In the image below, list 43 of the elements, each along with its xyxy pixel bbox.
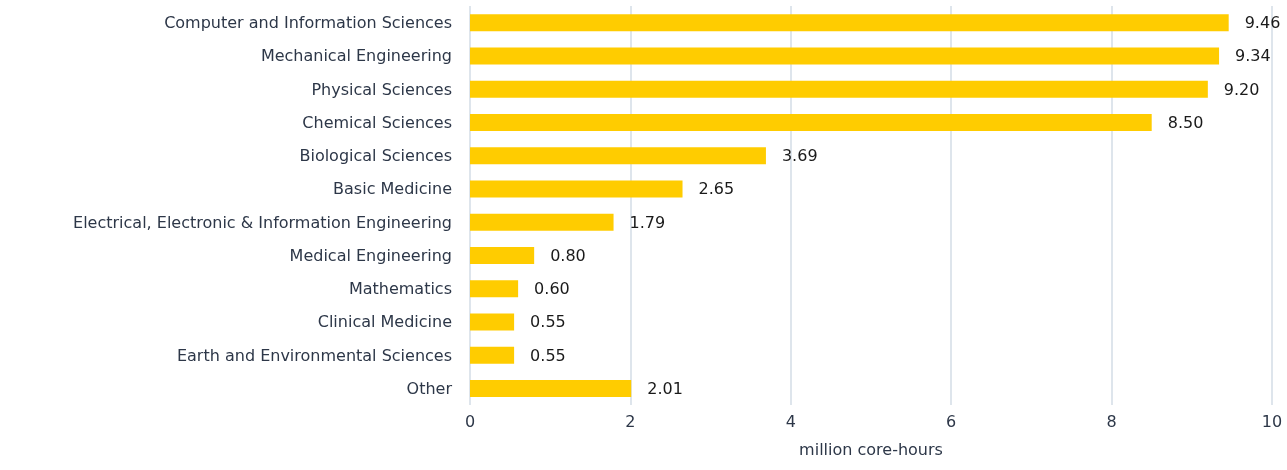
y-tick-label: Clinical Medicine <box>317 312 452 332</box>
bar <box>470 80 1208 98</box>
y-tick-label: Computer and Information Sciences <box>164 13 452 33</box>
data-label: 9.20 <box>1223 79 1260 99</box>
bar <box>470 213 614 231</box>
x-tick-label: 6 <box>946 411 957 431</box>
x-tick-label: 8 <box>1106 411 1117 431</box>
y-tick-label: Basic Medicine <box>333 179 452 199</box>
bar <box>470 313 515 331</box>
data-label: 0.55 <box>530 345 566 365</box>
data-label: 0.55 <box>530 312 566 332</box>
x-tick-label: 0 <box>464 411 476 431</box>
x-axis-title: million core-hours <box>799 439 943 459</box>
data-label: 1.79 <box>629 212 666 232</box>
y-tick-label: Electrical, Electronic & Information Engineering <box>73 212 452 232</box>
bar <box>470 14 1229 32</box>
x-tick-label: 2 <box>625 411 636 431</box>
bar <box>470 113 1152 131</box>
y-tick-label: Other <box>406 378 453 398</box>
y-tick-label: Mathematics <box>348 279 452 299</box>
x-tick-label: 10 <box>1261 411 1283 431</box>
x-tick-label: 4 <box>785 411 796 431</box>
bar <box>470 246 535 264</box>
bar <box>470 147 766 165</box>
data-label: 2.65 <box>698 179 735 199</box>
bar <box>470 346 515 364</box>
y-tick-label: Medical Engineering <box>289 245 452 265</box>
bar <box>470 379 632 397</box>
data-label: 0.80 <box>550 245 586 265</box>
bar <box>470 47 1220 65</box>
y-tick-label: Earth and Environmental Sciences <box>176 345 452 365</box>
y-tick-label: Physical Sciences <box>311 79 452 99</box>
y-tick-label: Biological Sciences <box>299 146 452 166</box>
bar <box>470 280 519 298</box>
data-label: 9.46 <box>1244 13 1281 33</box>
data-label: 0.60 <box>534 279 570 299</box>
data-label: 8.50 <box>1167 112 1204 132</box>
y-tick-label: Chemical Sciences <box>302 112 452 132</box>
data-label: 9.34 <box>1235 46 1271 66</box>
bar <box>470 180 683 198</box>
data-label: 3.69 <box>781 146 818 166</box>
y-tick-label: Mechanical Engineering <box>260 46 452 66</box>
data-label: 2.01 <box>647 378 683 398</box>
